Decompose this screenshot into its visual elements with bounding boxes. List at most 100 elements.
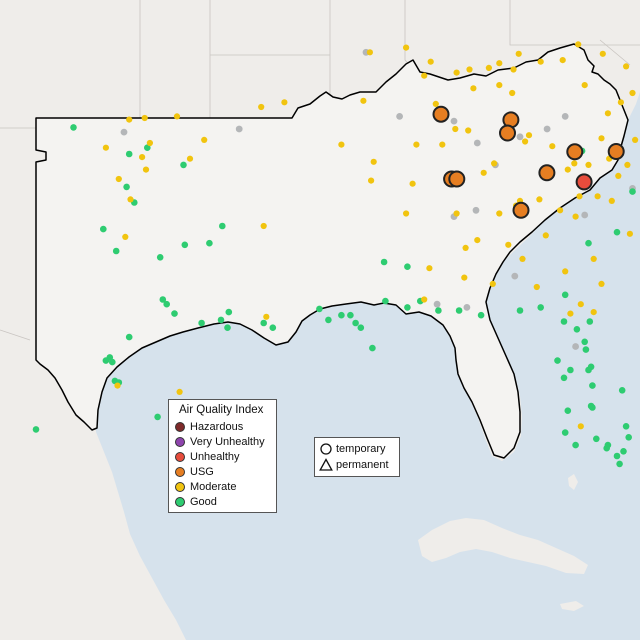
site-marker-moderate <box>519 255 526 262</box>
site-marker-good <box>217 316 225 324</box>
cuba-island <box>418 518 588 574</box>
site-marker-good <box>357 324 365 332</box>
legend-item-very-unhealthy: Very Unhealthy <box>175 435 265 449</box>
site-marker-moderate <box>505 241 512 248</box>
site-marker-good <box>338 311 345 319</box>
site-marker-offline <box>450 117 458 125</box>
site-marker-good <box>589 404 596 411</box>
site-marker-moderate <box>489 280 496 287</box>
site-marker-good <box>102 357 110 364</box>
site-marker-good <box>159 296 167 303</box>
site-marker-moderate <box>559 57 566 64</box>
site-marker-good <box>112 247 120 255</box>
site-marker-good <box>260 319 268 327</box>
site-marker-good <box>171 310 178 317</box>
site-marker-moderate <box>281 99 288 106</box>
site-marker-good <box>181 241 189 249</box>
usg-swatch-icon <box>175 467 185 478</box>
site-marker-moderate <box>515 50 522 57</box>
site-marker-offline <box>463 304 471 311</box>
site-marker-good <box>206 239 213 247</box>
legend-label: Very Unhealthy <box>190 436 265 449</box>
good-swatch-icon <box>175 497 185 508</box>
site-marker-good <box>404 263 411 271</box>
site-marker-good <box>144 144 151 151</box>
site-marker-good <box>554 357 561 364</box>
site-marker-moderate <box>590 255 597 262</box>
site-marker-moderate <box>466 66 473 73</box>
site-marker-good <box>618 387 626 394</box>
site-marker-good <box>347 311 354 319</box>
site-marker-moderate <box>421 72 428 79</box>
site-marker-moderate <box>590 309 597 316</box>
legend-title: Air Quality Index <box>179 404 264 416</box>
site-marker-moderate <box>598 280 605 287</box>
site-marker-moderate <box>509 89 516 97</box>
region-outline <box>35 43 629 459</box>
site-marker-moderate <box>629 89 636 97</box>
site-marker-moderate <box>426 265 433 272</box>
legend-label: Unhealthy <box>190 451 240 464</box>
site-marker-moderate <box>470 85 477 92</box>
site-marker-good <box>109 358 116 366</box>
legend-label: Hazardous <box>190 421 244 434</box>
site-marker-good <box>163 300 170 308</box>
site-marker-moderate <box>360 97 367 104</box>
site-marker-moderate <box>403 44 410 51</box>
legend-item-moderate: Moderate <box>175 480 236 494</box>
site-marker-good <box>325 316 332 324</box>
site-marker-moderate <box>491 160 498 167</box>
site-marker-moderate <box>624 161 631 168</box>
site-marker-good <box>561 429 569 436</box>
legend-item-permanent: permanent <box>319 458 389 472</box>
site-marker-moderate <box>577 301 584 308</box>
site-marker-offline <box>561 113 569 120</box>
site-marker-offline <box>433 300 441 308</box>
site-marker-good <box>589 382 596 389</box>
site-marker-good <box>560 374 568 382</box>
site-type-legend: temporary permanent <box>314 437 400 477</box>
site-marker-moderate <box>413 141 420 148</box>
site-marker-moderate <box>599 50 606 57</box>
site-marker-offline <box>543 125 551 133</box>
site-marker-moderate <box>453 210 460 217</box>
site-marker-moderate <box>572 213 579 220</box>
site-marker-moderate <box>115 175 122 183</box>
circle-icon <box>320 443 332 455</box>
legend-item-hazardous: Hazardous <box>175 420 243 434</box>
site-marker-moderate <box>594 193 601 200</box>
site-marker-good <box>156 253 164 261</box>
site-marker-moderate <box>432 100 439 107</box>
site-marker-good <box>404 304 411 311</box>
site-marker-moderate <box>537 58 544 65</box>
site-marker-usg <box>432 105 450 123</box>
site-marker-good <box>219 222 226 230</box>
site-marker-good <box>564 407 572 415</box>
site-marker-good <box>382 297 389 305</box>
site-marker-moderate <box>421 296 428 303</box>
site-marker-good <box>620 448 627 455</box>
site-marker-good <box>477 311 485 319</box>
site-marker-moderate <box>571 160 578 167</box>
site-marker-moderate <box>139 154 146 161</box>
site-marker-good <box>125 150 133 158</box>
site-marker-moderate <box>409 180 416 187</box>
site-marker-good <box>567 366 574 374</box>
site-marker-moderate <box>201 136 208 143</box>
site-marker-good <box>100 225 107 233</box>
aqi-legend: Air Quality Index Hazardous Very Unhealt… <box>168 399 277 513</box>
monitoring-sites <box>32 41 639 468</box>
site-marker-offline <box>120 128 128 136</box>
site-marker-good <box>225 308 233 316</box>
site-marker-moderate <box>549 143 556 150</box>
site-marker-moderate <box>615 172 622 179</box>
site-marker-offline <box>516 133 524 141</box>
site-marker-moderate <box>522 138 529 145</box>
site-marker-moderate <box>142 166 150 173</box>
site-marker-moderate <box>114 382 121 389</box>
site-marker-good <box>269 324 277 332</box>
site-marker-moderate <box>258 103 265 111</box>
site-marker-usg <box>566 143 584 161</box>
site-marker-moderate <box>186 155 194 162</box>
